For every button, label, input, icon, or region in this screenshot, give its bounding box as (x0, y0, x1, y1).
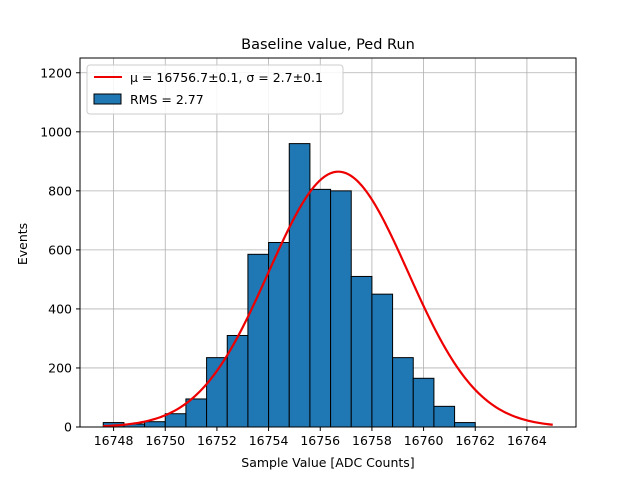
y-tick-label: 0 (64, 420, 72, 435)
x-axis-label: Sample Value [ADC Counts] (241, 455, 414, 470)
histogram-bar (144, 421, 166, 428)
histogram-bar (412, 377, 435, 428)
histogram-bar (454, 422, 476, 428)
histogram-bar (268, 242, 290, 428)
x-tick-label: 16754 (249, 433, 289, 448)
y-tick-label: 1200 (40, 65, 72, 80)
x-tick-label: 16750 (145, 433, 185, 448)
histogram-bar (371, 293, 394, 428)
x-tick-label: 16762 (455, 433, 495, 448)
histogram-bar (330, 190, 352, 428)
y-tick-label: 600 (48, 242, 72, 257)
x-tick-label: 16756 (300, 433, 340, 448)
gaussian-fit-curve (103, 170, 553, 428)
histogram-bar (392, 357, 414, 428)
histogram-bar (164, 413, 187, 428)
x-tick-label: 16760 (404, 433, 444, 448)
histogram-bar (433, 405, 456, 428)
x-tick-label: 16764 (507, 433, 547, 448)
x-tick-label: 16752 (197, 433, 237, 448)
legend: μ = 16756.7±0.1, σ = 2.7±0.1 RMS = 2.77 (86, 64, 344, 115)
axes-frame (79, 57, 577, 428)
y-tick-label: 800 (48, 183, 72, 198)
y-axis-ticks: 0 200 400 600 800 1000 1200 (40, 65, 80, 435)
x-axis-ticks: 16748 16750 16752 16754 16756 16758 16760 16762… (94, 427, 547, 448)
legend-histogram-label: RMS = 2.77 (130, 92, 204, 107)
fit-curve-line (103, 170, 553, 428)
legend-box (86, 64, 344, 115)
y-tick-label: 400 (48, 301, 72, 316)
histogram-bar (309, 188, 332, 428)
x-tick-label: 16758 (352, 433, 392, 448)
histogram-bar (350, 275, 373, 428)
y-axis-label: Events (15, 223, 30, 265)
y-tick-label: 200 (48, 360, 72, 375)
histogram-bar (206, 357, 228, 428)
histogram-bar (288, 143, 311, 428)
legend-histogram-swatch (93, 93, 122, 105)
legend-fit-label: μ = 16756.7±0.1, σ = 2.7±0.1 (130, 70, 323, 85)
chart-title: Baseline value, Ped Run (241, 37, 415, 53)
x-tick-label: 16748 (94, 433, 134, 448)
histogram-bar (185, 398, 208, 428)
y-tick-label: 1000 (40, 124, 72, 139)
